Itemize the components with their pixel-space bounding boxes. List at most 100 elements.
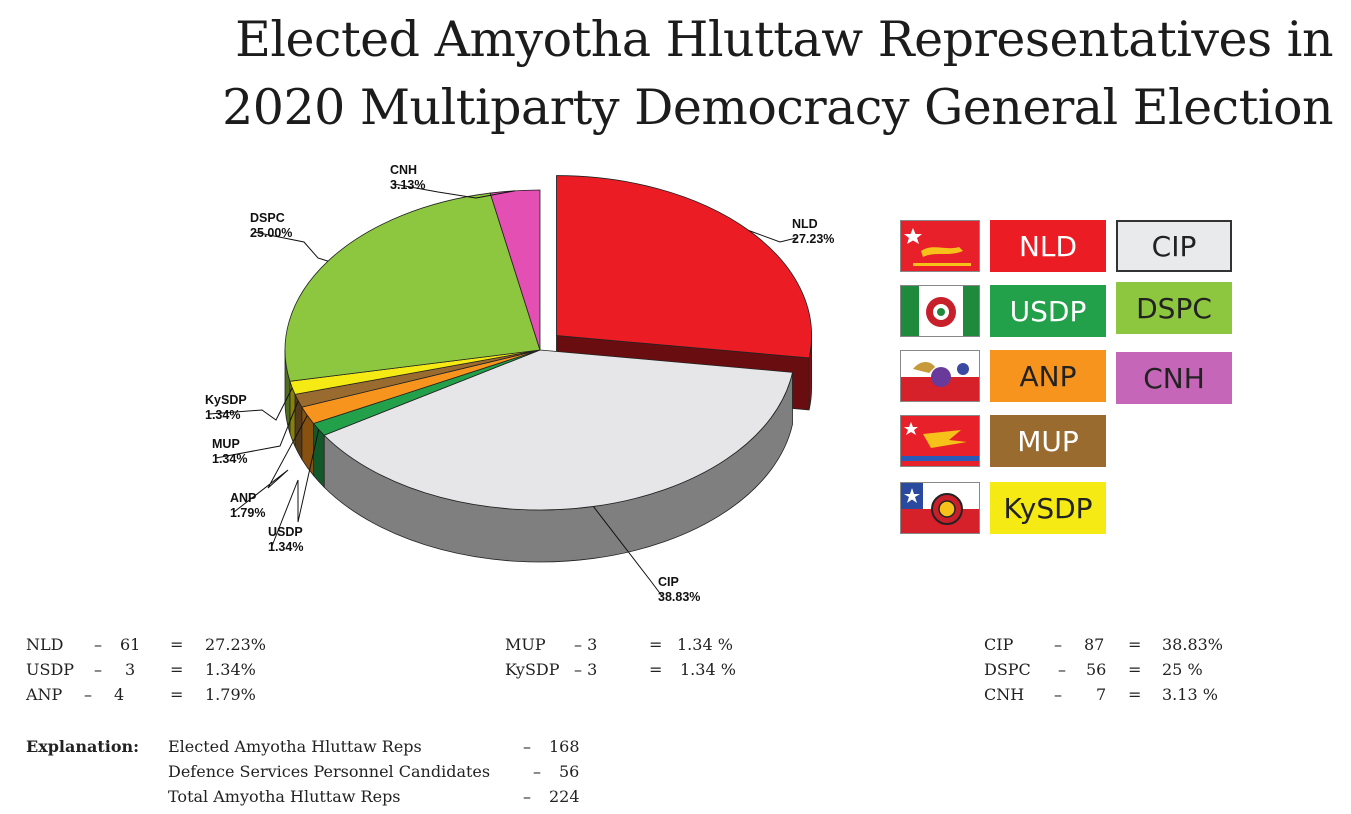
pie-chart: NLD27.23%CIP38.83%USDP1.34%ANP1.79%MUP1.…	[205, 163, 834, 604]
slice-name-kysdp: KySDP	[205, 393, 247, 407]
stat-seats: 7	[1096, 685, 1107, 704]
slice-pct-usdp: 1.34%	[268, 540, 303, 554]
kysdp-flag-icon	[900, 482, 980, 534]
explanation: Explanation: Elected Amyotha Hluttaw Rep…	[26, 734, 626, 809]
legend-label-cnh: CNH	[1143, 361, 1205, 395]
stat-row: NLD – 61 = 27.23%	[26, 632, 286, 657]
stat-eq: =	[1128, 635, 1142, 654]
stats-column-3: CIP – 87 = 38.83% DSPC – 56 = 25 % CNH –…	[984, 632, 1244, 707]
leader-nld	[748, 230, 797, 243]
stat-pct: 3.13 %	[1162, 685, 1218, 704]
legend-cnh: CNH	[1116, 352, 1232, 404]
legend-label-anp: ANP	[1019, 359, 1077, 393]
pie-slice-dspc	[284, 192, 541, 382]
stat-dash: –	[84, 685, 92, 704]
slice-pct-cip: 38.83%	[658, 590, 700, 604]
stat-party: USDP	[26, 660, 75, 679]
page-title: Elected Amyotha Hluttaw Representatives …	[0, 6, 1351, 142]
pie-labels: NLD27.23%CIP38.83%USDP1.34%ANP1.79%MUP1.…	[205, 163, 834, 604]
stat-row: KySDP – 3 = 1.34 %	[505, 657, 765, 682]
explanation-value: 56	[559, 762, 580, 781]
stat-row: DSPC – 56 = 25 %	[984, 657, 1244, 682]
stat-dash: –	[1058, 660, 1066, 679]
slice-pct-anp: 1.79%	[230, 506, 265, 520]
legend-label-dspc: DSPC	[1136, 291, 1212, 325]
stat-party: CIP	[984, 635, 1014, 654]
stat-party: NLD	[26, 635, 64, 654]
pie-tops	[284, 175, 812, 511]
stat-pct: 25 %	[1162, 660, 1203, 679]
stat-dash: –	[94, 660, 102, 679]
party-legend: NLD CIP USDP DSPC ANP CNH MUP KySDP	[900, 218, 1240, 548]
explanation-dash: –	[523, 787, 531, 806]
stat-dash: – 3	[574, 635, 598, 654]
anp-flag-icon	[900, 350, 980, 402]
legend-label-kysdp: KySDP	[1003, 491, 1093, 525]
explanation-value: 224	[549, 787, 580, 806]
stat-eq: =	[1128, 685, 1142, 704]
slice-pct-cnh: 3.13%	[390, 178, 425, 192]
leader-cnh	[393, 183, 516, 199]
stat-pct: 38.83%	[1162, 635, 1224, 654]
stat-seats: 87	[1084, 635, 1105, 654]
pie-slice-cip	[323, 349, 793, 511]
stats-column-2: MUP – 3 = 1.34 % KySDP – 3 = 1.34 %	[505, 632, 765, 682]
slice-pct-dspc: 25.00%	[250, 226, 292, 240]
stat-pct: 1.34 %	[680, 660, 736, 679]
explanation-dash: –	[523, 737, 531, 756]
stat-party: CNH	[984, 685, 1025, 704]
legend-mup: MUP	[990, 415, 1106, 467]
slice-name-dspc: DSPC	[250, 211, 285, 225]
legend-kysdp: KySDP	[990, 482, 1106, 534]
usdp-flag-icon	[900, 285, 980, 337]
slice-name-nld: NLD	[792, 217, 818, 231]
slice-name-cnh: CNH	[390, 163, 417, 177]
stat-eq: =	[649, 635, 663, 654]
title-line-1: Elected Amyotha Hluttaw Representatives …	[235, 11, 1333, 68]
stat-dash: – 3	[574, 660, 598, 679]
stat-pct: 1.34%	[205, 660, 256, 679]
stat-row: CNH – 7 = 3.13 %	[984, 682, 1244, 707]
stats-column-1: NLD – 61 = 27.23% USDP – 3 = 1.34% ANP –…	[26, 632, 286, 707]
stat-party: DSPC	[984, 660, 1031, 679]
legend-usdp: USDP	[990, 285, 1106, 337]
stat-dash: –	[94, 635, 102, 654]
stat-row: USDP – 3 = 1.34%	[26, 657, 286, 682]
leader-cip	[592, 506, 663, 597]
leader-dspc	[253, 231, 329, 262]
stat-eq: =	[170, 635, 184, 654]
explanation-row: Explanation: Elected Amyotha Hluttaw Rep…	[26, 734, 626, 759]
stat-seats: 3	[125, 660, 136, 679]
mup-flag-icon	[900, 415, 980, 467]
explanation-text: Total Amyotha Hluttaw Reps	[168, 787, 401, 806]
legend-anp: ANP	[990, 350, 1106, 402]
leader-anp	[233, 415, 308, 513]
stat-row: MUP – 3 = 1.34 %	[505, 632, 765, 657]
stat-eq: =	[170, 660, 184, 679]
stat-party: KySDP	[505, 660, 560, 679]
slice-name-usdp: USDP	[268, 525, 303, 539]
slice-pct-kysdp: 1.34%	[205, 408, 240, 422]
stat-party: MUP	[505, 635, 546, 654]
stat-seats: 61	[120, 635, 141, 654]
slice-pct-nld: 27.23%	[792, 232, 834, 246]
stat-pct: 1.34 %	[677, 635, 733, 654]
leader-usdp	[271, 429, 320, 547]
slice-pct-mup: 1.34%	[212, 452, 247, 466]
stat-eq: =	[649, 660, 663, 679]
leader-kysdp	[208, 387, 293, 421]
explanation-row: Total Amyotha Hluttaw Reps – 224	[26, 784, 626, 809]
stat-dash: –	[1054, 635, 1062, 654]
stat-seats: 56	[1086, 660, 1107, 679]
stat-seats: 4	[114, 685, 125, 704]
stat-row: ANP – 4 = 1.79%	[26, 682, 286, 707]
nld-flag-icon	[900, 220, 980, 272]
legend-label-usdp: USDP	[1009, 294, 1087, 328]
stat-eq: =	[170, 685, 184, 704]
legend-label-nld: NLD	[1018, 229, 1078, 263]
slice-name-cip: CIP	[658, 575, 679, 589]
stat-pct: 27.23%	[205, 635, 267, 654]
slice-name-anp: ANP	[230, 491, 256, 505]
legend-dspc: DSPC	[1116, 282, 1232, 334]
legend-nld: NLD	[990, 220, 1106, 272]
